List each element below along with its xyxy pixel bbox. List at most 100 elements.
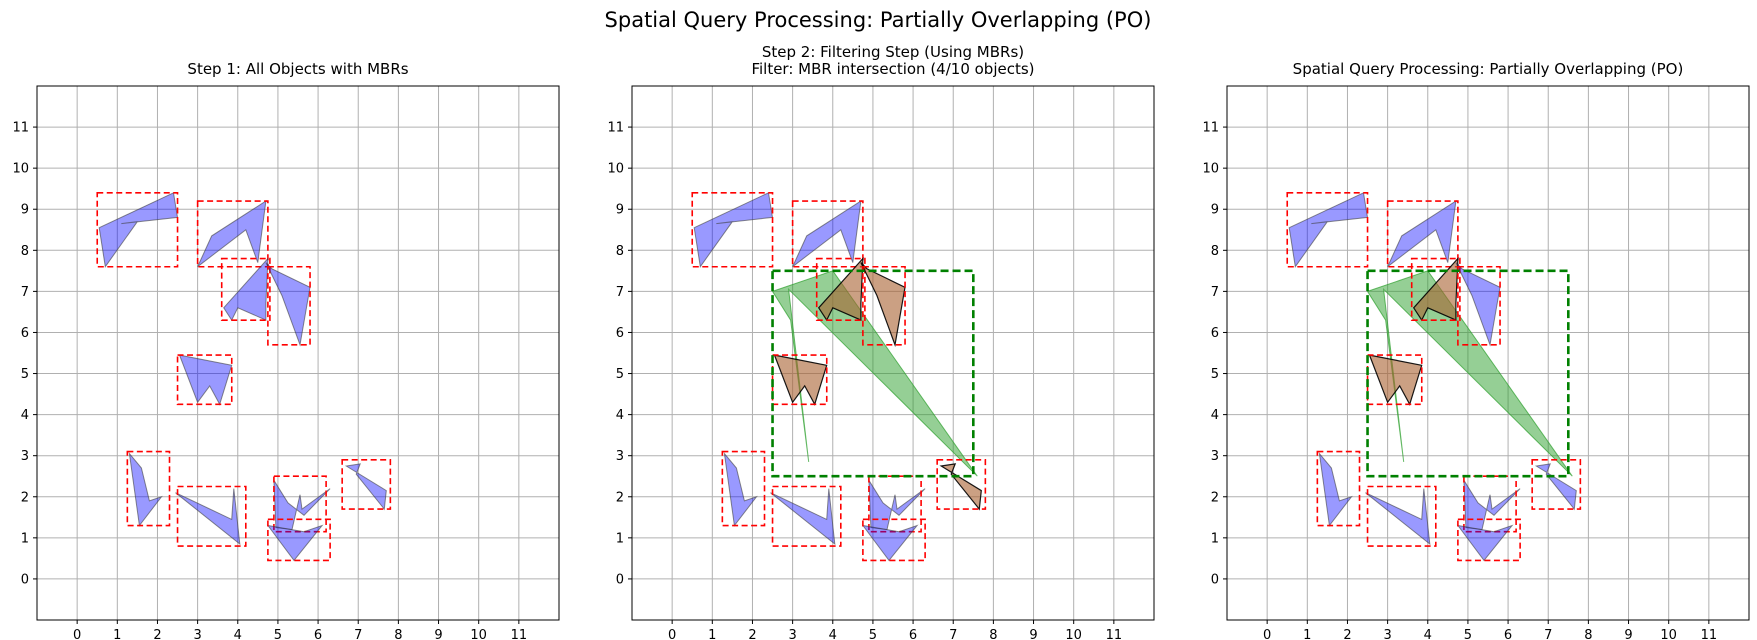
object-mbr-1: [1386, 200, 1459, 268]
y-tick-label: 8: [616, 244, 624, 259]
object-polygon-4: [1368, 354, 1423, 406]
y-tick-label: 8: [1211, 244, 1219, 259]
x-tick-label: 7: [949, 628, 957, 640]
y-tick-label: 7: [21, 285, 29, 300]
y-tick-label: 1: [616, 531, 624, 546]
object-mbr-0: [691, 192, 774, 268]
panel-2-title-line-1: Step 2: Filtering Step (Using MBRs): [762, 43, 1024, 61]
y-tick-label: 5: [21, 367, 29, 382]
x-tick-label: 8: [394, 628, 402, 640]
x-tick-label: 1: [113, 628, 121, 640]
axes-frame: [1226, 85, 1750, 621]
query-mbr: [1366, 269, 1570, 478]
x-tick-label: 9: [434, 628, 442, 640]
x-tick-label: 11: [511, 628, 528, 640]
object-mbr-1: [196, 200, 269, 268]
x-tick-label: 8: [1584, 628, 1592, 640]
object-polygon-6: [1365, 488, 1431, 546]
object-mbr-9: [341, 458, 392, 510]
object-mbr-0: [96, 192, 179, 268]
object-mbr-9: [1531, 458, 1582, 510]
y-tick-label: 0: [1211, 572, 1219, 587]
object-mbr-3: [1457, 265, 1501, 346]
grid: [1227, 86, 1749, 620]
object-polygon-5: [128, 451, 163, 527]
object-mbr-7: [868, 475, 922, 533]
query-mbr: [771, 269, 975, 478]
y-tick-label: 2: [21, 490, 29, 505]
figure-suptitle: Spatial Query Processing: Partially Over…: [605, 8, 1152, 32]
object-polygon-9: [939, 463, 982, 511]
object-polygon-3: [1455, 262, 1501, 347]
object-polygon-1: [1387, 199, 1457, 268]
object-mbr-0: [1286, 192, 1369, 268]
x-tick-label: 4: [234, 628, 242, 640]
object-mbr-1: [791, 200, 864, 268]
y-tick-label: 11: [607, 121, 624, 136]
y-tick-label: 10: [607, 162, 624, 177]
object-mbr-5: [721, 450, 766, 527]
x-tick-label: 10: [1065, 628, 1082, 640]
object-mbr-9: [936, 458, 987, 510]
x-tick-label: 0: [668, 628, 676, 640]
object-polygon-4: [178, 354, 233, 406]
plot-content: [96, 192, 392, 562]
x-tick-label: 0: [73, 628, 81, 640]
object-mbr-4: [176, 354, 233, 406]
y-tick-label: 10: [12, 162, 29, 177]
y-tick-label: 3: [21, 449, 29, 464]
object-polygon-9: [1534, 463, 1577, 511]
panel-2-title-line-2: Filter: MBR intersection (4/10 objects): [751, 60, 1034, 78]
object-mbr-8: [267, 518, 331, 562]
object-polygon-4: [773, 354, 828, 406]
y-tick-label: 7: [616, 285, 624, 300]
y-tick-label: 4: [1211, 408, 1219, 423]
object-polygon-1: [792, 199, 862, 268]
x-tick-label: 1: [708, 628, 716, 640]
x-tick-label: 2: [748, 628, 756, 640]
x-tick-label: 3: [788, 628, 796, 640]
grid: [37, 86, 559, 620]
y-tick-label: 7: [1211, 285, 1219, 300]
y-tick-label: 0: [616, 572, 624, 587]
x-tick-label: 1: [1303, 628, 1311, 640]
object-mbr-3: [862, 265, 906, 346]
x-tick-label: 11: [1106, 628, 1123, 640]
panel-1: Step 1: All Objects with MBRs 0 1 2 3 4 5 6 7 8 9 1…: [12, 60, 560, 640]
object-mbr-7: [273, 475, 327, 533]
x-tick-label: 0: [1263, 628, 1271, 640]
object-mbr-2: [1410, 257, 1461, 321]
y-tick-label: 10: [1202, 162, 1219, 177]
axes-frame: [36, 85, 560, 621]
object-mbr-6: [771, 485, 842, 547]
object-mbr-2: [220, 257, 271, 321]
y-tick-label: 1: [1211, 531, 1219, 546]
object-mbr-6: [1366, 485, 1437, 547]
y-tick-label: 6: [1211, 326, 1219, 341]
x-tick-label: 4: [829, 628, 837, 640]
x-tick-label: 7: [354, 628, 362, 640]
y-tick-label: 3: [616, 449, 624, 464]
y-tick-label: 1: [21, 531, 29, 546]
x-tick-label: 4: [1424, 628, 1432, 640]
panel-3-title-line-1: Spatial Query Processing: Partially Over…: [1293, 60, 1684, 78]
y-tick-label: 6: [616, 326, 624, 341]
x-tick-label: 6: [909, 628, 917, 640]
object-polygon-9: [344, 463, 387, 511]
y-tick-label: 9: [616, 203, 624, 218]
object-mbr-3: [267, 265, 311, 346]
y-tick-label: 11: [1202, 121, 1219, 136]
y-tick-label: 8: [21, 244, 29, 259]
plot-content: [691, 192, 987, 562]
object-mbr-8: [862, 518, 926, 562]
x-tick-label: 11: [1701, 628, 1718, 640]
x-tick-label: 2: [1343, 628, 1351, 640]
object-polygon-5: [1318, 451, 1353, 527]
object-polygon-5: [723, 451, 758, 527]
object-polygon-8: [861, 524, 919, 562]
y-tick-label: 2: [616, 490, 624, 505]
object-mbr-2: [815, 257, 866, 321]
y-tick-label: 3: [1211, 449, 1219, 464]
panel-3: Spatial Query Processing: Partially Over…: [1202, 60, 1750, 640]
